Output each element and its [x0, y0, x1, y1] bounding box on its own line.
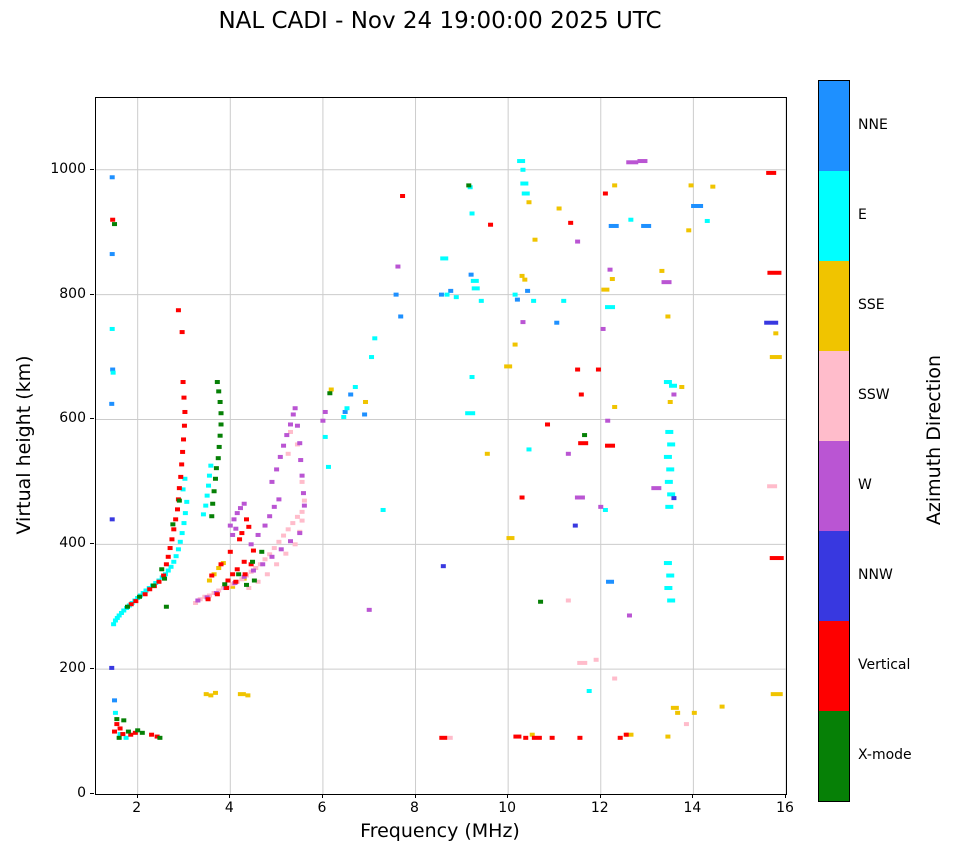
- colorbar-category-label: X-mode: [858, 747, 912, 763]
- colorbar-segment-x-mode: [819, 711, 849, 801]
- y-tick-mark: [90, 418, 94, 420]
- y-tick-label: 1000: [50, 160, 86, 177]
- y-tick-mark: [90, 668, 94, 670]
- y-tick-mark: [90, 543, 94, 545]
- chart-title: NAL CADI - Nov 24 19:00:00 2025 UTC: [218, 8, 662, 34]
- x-tick-mark: [321, 794, 323, 798]
- colorbar-segment-vertical: [819, 621, 849, 711]
- scatter-points-svg: [96, 98, 786, 794]
- x-tick-label: 8: [410, 800, 419, 816]
- x-tick-mark: [136, 794, 138, 798]
- y-tick-mark: [90, 168, 94, 170]
- colorbar-category-label: SSE: [858, 297, 885, 313]
- colorbar-category-label: NNW: [858, 567, 893, 583]
- x-tick-label: 6: [317, 800, 327, 816]
- colorbar-category-label: W: [858, 477, 872, 493]
- y-tick-label: 600: [59, 410, 86, 427]
- x-tick-mark: [414, 794, 416, 798]
- y-tick-label: 200: [59, 660, 86, 677]
- x-tick-mark: [229, 794, 231, 798]
- colorbar-category-label: Vertical: [858, 657, 911, 673]
- x-tick-label: 12: [590, 800, 609, 816]
- colorbar-category-label: E: [858, 207, 867, 223]
- x-tick-mark: [507, 794, 509, 798]
- x-tick-mark: [692, 794, 694, 798]
- y-axis-label: Virtual height (km): [13, 355, 35, 535]
- y-tick-mark: [90, 293, 94, 295]
- x-tick-mark: [785, 794, 786, 798]
- colorbar-label: Azimuth Direction: [923, 354, 945, 526]
- colorbar-segment-sse: [819, 261, 849, 351]
- colorbar-segment-w: [819, 441, 849, 531]
- x-tick-label: 2: [132, 800, 142, 816]
- colorbar-segment-ssw: [819, 351, 849, 441]
- plot-area: [95, 97, 787, 795]
- colorbar: [818, 80, 850, 802]
- colorbar-category-label: NNE: [858, 117, 888, 133]
- x-tick-label: 16: [776, 800, 794, 816]
- y-tick-mark: [90, 793, 94, 794]
- x-tick-label: 14: [683, 800, 702, 816]
- x-tick-mark: [599, 794, 601, 798]
- colorbar-category-label: SSW: [858, 387, 890, 403]
- y-tick-label: 800: [59, 285, 86, 302]
- colorbar-segment-e: [819, 171, 849, 261]
- y-tick-label: 400: [59, 535, 86, 552]
- x-axis-label: Frequency (MHz): [360, 820, 520, 842]
- colorbar-segment-nnw: [819, 531, 849, 621]
- colorbar-segment-nne: [819, 81, 849, 171]
- y-tick-label: 0: [77, 785, 86, 801]
- x-tick-label: 4: [224, 800, 234, 816]
- x-tick-label: 10: [498, 800, 517, 816]
